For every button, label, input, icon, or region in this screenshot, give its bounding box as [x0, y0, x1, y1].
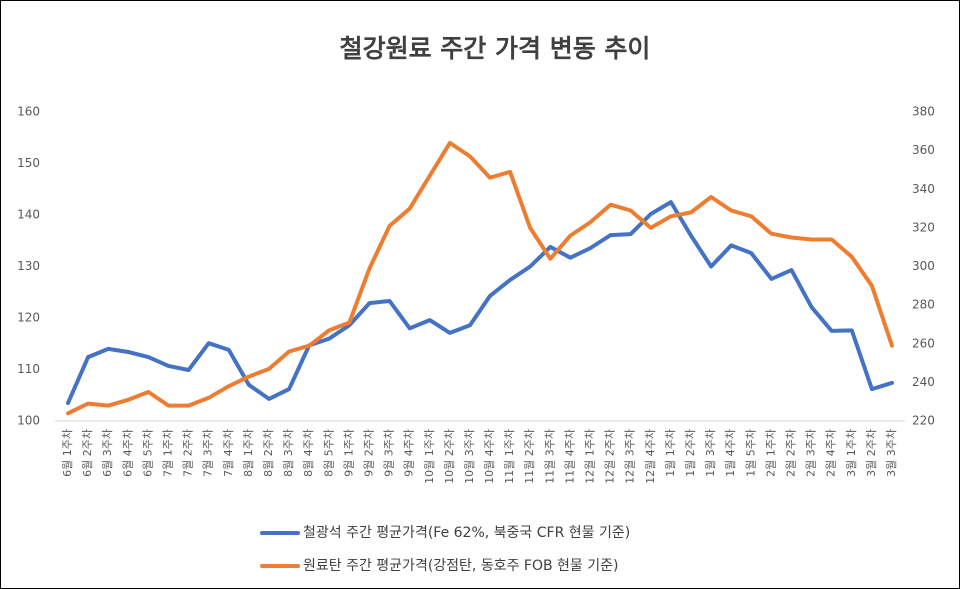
legend-label: 철광석 주간 평균가격(Fe 62%, 북중국 CFR 현물 기준): [303, 525, 630, 541]
x-tick-label: 12월 3주차: [624, 429, 637, 484]
series-line: [66, 200, 894, 405]
x-tick-label: 9월 1주차: [342, 429, 355, 477]
x-tick-label: 12월 4주차: [644, 429, 657, 484]
y2-tick-label: 280: [912, 298, 935, 312]
x-tick-label: 11월 4주차: [563, 429, 576, 484]
x-tick-label: 7월 3주차: [202, 429, 215, 477]
x-tick-label: 11월 2주차: [523, 429, 536, 484]
y2-tick-label: 340: [912, 182, 935, 196]
x-tick-label: 8월 3주차: [282, 429, 295, 477]
x-tick-label: 10월 1주차: [423, 429, 436, 484]
y2-tick-label: 220: [912, 414, 935, 428]
x-tick-label: 9월 3주차: [383, 429, 396, 477]
y-tick-label: 120: [17, 311, 40, 325]
x-tick-label: 10월 3주차: [463, 429, 476, 484]
x-tick-label: 1월 2주차: [684, 429, 697, 477]
x-tick-label: 2월 3주차: [805, 429, 818, 477]
y-tick-label: 110: [17, 362, 40, 376]
y-tick-label: 140: [17, 208, 40, 222]
x-tick-label: 12월 1주차: [584, 429, 597, 484]
x-tick-label: 6월 2주차: [81, 429, 94, 477]
x-tick-label: 2월 1주차: [764, 429, 777, 477]
series-line: [66, 140, 894, 416]
y-tick-label: 130: [17, 259, 40, 273]
y2-tick-label: 380: [912, 105, 935, 119]
x-tick-label: 6월 4주차: [121, 429, 134, 477]
y-tick-label: 160: [17, 105, 40, 119]
x-tick-label: 8월 5주차: [322, 429, 335, 477]
x-tick-label: 3월 3주차: [885, 429, 898, 477]
legend-label: 원료탄 주간 평균가격(강점탄, 동호주 FOB 현물 기준): [303, 558, 618, 574]
x-tick-label: 1월 4주차: [724, 429, 737, 477]
y2-tick-label: 360: [912, 143, 935, 157]
y-tick-label: 100: [17, 414, 40, 428]
x-tick-label: 1월 3주차: [704, 429, 717, 477]
x-tick-label: 12월 2주차: [604, 429, 617, 484]
x-tick-label: 11월 3주차: [543, 429, 556, 484]
x-tick-label: 6월 1주차: [61, 429, 74, 477]
x-tick-label: 8월 4주차: [302, 429, 315, 477]
x-tick-label: 10월 4주차: [483, 429, 496, 484]
x-tick-label: 9월 4주차: [403, 429, 416, 477]
x-tick-label: 8월 1주차: [242, 429, 255, 477]
y-tick-label: 150: [17, 156, 40, 170]
y2-tick-label: 240: [912, 375, 935, 389]
x-tick-label: 8월 2주차: [262, 429, 275, 477]
x-tick-label: 7월 4주차: [222, 429, 235, 477]
y2-tick-label: 260: [912, 336, 935, 350]
x-tick-label: 6월 5주차: [141, 429, 154, 477]
x-tick-label: 2월 4주차: [825, 429, 838, 477]
x-tick-label: 7월 2주차: [182, 429, 195, 477]
x-tick-label: 11월 1주차: [503, 429, 516, 484]
x-tick-label: 1월 1주차: [664, 429, 677, 477]
x-tick-label: 3월 2주차: [865, 429, 878, 477]
chart-title: 철강원료 주간 가격 변동 추이: [340, 34, 651, 63]
x-tick-label: 9월 2주차: [362, 429, 375, 477]
y2-tick-label: 320: [912, 220, 935, 234]
x-tick-label: 2월 2주차: [785, 429, 798, 477]
x-tick-label: 6월 3주차: [101, 429, 114, 477]
x-tick-label: 10월 2주차: [443, 429, 456, 484]
x-tick-label: 7월 1주차: [161, 429, 174, 477]
y2-tick-label: 300: [912, 259, 935, 273]
x-tick-label: 1월 5주차: [744, 429, 757, 477]
x-tick-label: 3월 1주차: [845, 429, 858, 477]
